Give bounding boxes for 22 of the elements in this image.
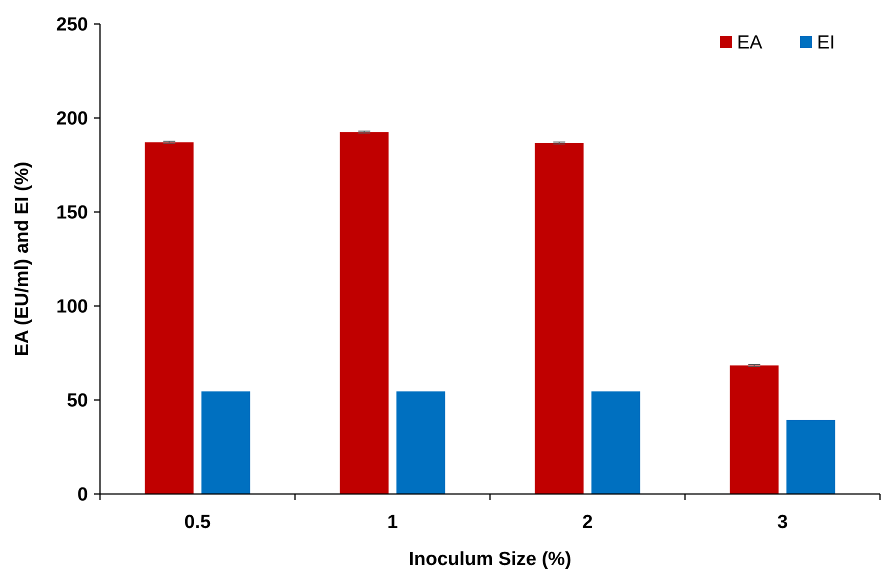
x-tick-label: 1 xyxy=(387,512,398,533)
bar xyxy=(730,365,779,494)
legend-label: EI xyxy=(817,32,835,54)
y-axis-title: EA (EU/ml) and EI (%) xyxy=(12,162,33,356)
bar xyxy=(786,420,836,494)
y-tick-label: 150 xyxy=(56,202,88,224)
x-tick-label: 0.5 xyxy=(184,512,212,533)
legend-label: EA xyxy=(737,32,763,54)
bar xyxy=(144,142,194,494)
y-tick-label: 200 xyxy=(56,108,88,130)
bar xyxy=(340,132,389,494)
bar xyxy=(534,143,584,494)
x-tick-label: 3 xyxy=(777,512,788,533)
y-tick-label: 250 xyxy=(56,14,88,36)
x-axis-title: Inoculum Size (%) xyxy=(408,549,572,570)
bar xyxy=(396,391,446,494)
y-tick-label: 50 xyxy=(66,390,88,412)
bar xyxy=(201,391,250,494)
y-tick-label: 0 xyxy=(77,484,88,506)
y-tick-label: 100 xyxy=(56,296,88,318)
bar xyxy=(591,391,640,494)
x-tick-label: 2 xyxy=(582,512,593,533)
